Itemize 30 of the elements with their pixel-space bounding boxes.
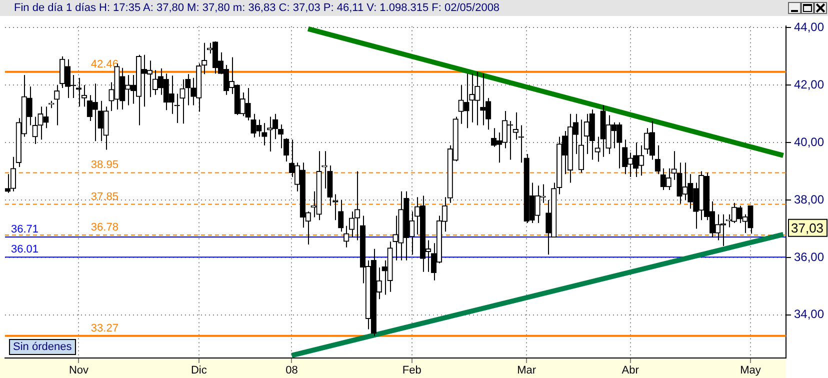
candlestick bbox=[332, 194, 338, 221]
ref-line-label: 33.27 bbox=[90, 322, 118, 334]
ref-line-label: 38.95 bbox=[90, 159, 118, 172]
candlestick bbox=[54, 84, 60, 126]
candlestick bbox=[202, 42, 208, 75]
x-tick-label: May bbox=[740, 364, 762, 377]
candlestick bbox=[354, 170, 360, 241]
y-tick-label: 36,00 bbox=[794, 250, 824, 264]
candlestick bbox=[262, 122, 268, 146]
y-tick-label: 38,00 bbox=[794, 192, 824, 206]
y-tick-label: 34,00 bbox=[794, 307, 824, 322]
x-tick-label: Abr bbox=[622, 364, 640, 377]
candlestick bbox=[654, 144, 660, 175]
x-tick-label: 08 bbox=[286, 364, 298, 377]
ref-line-label: 36.71 bbox=[11, 224, 39, 236]
candlestick bbox=[10, 156, 16, 192]
x-tick-label: Feb bbox=[402, 364, 422, 377]
y-tick-label: 44,00 bbox=[794, 20, 824, 34]
ref-line-label: 37.85 bbox=[90, 190, 118, 203]
ref-line-label: 36.01 bbox=[11, 244, 39, 256]
y-tick-label: 40,00 bbox=[794, 134, 824, 149]
chart-title: Fin de día 1 días H: 17:35 A: 37,80 M: 37,80 m: 36,83 C: 37,03 P: 46,11 V: 1.098.315 F: 02/05/2008 bbox=[0, 0, 828, 16]
y-tick-label: 42,00 bbox=[794, 77, 824, 92]
x-tick-label: Dic bbox=[190, 364, 208, 377]
ref-line-label: 36.78 bbox=[90, 222, 118, 234]
candlestick bbox=[338, 200, 344, 232]
x-tick-label: Mar bbox=[517, 364, 536, 377]
annotation: 37,03 bbox=[791, 220, 824, 236]
annotation: Sin órdenes bbox=[9, 339, 76, 355]
x-tick-label: Nov bbox=[68, 364, 90, 377]
